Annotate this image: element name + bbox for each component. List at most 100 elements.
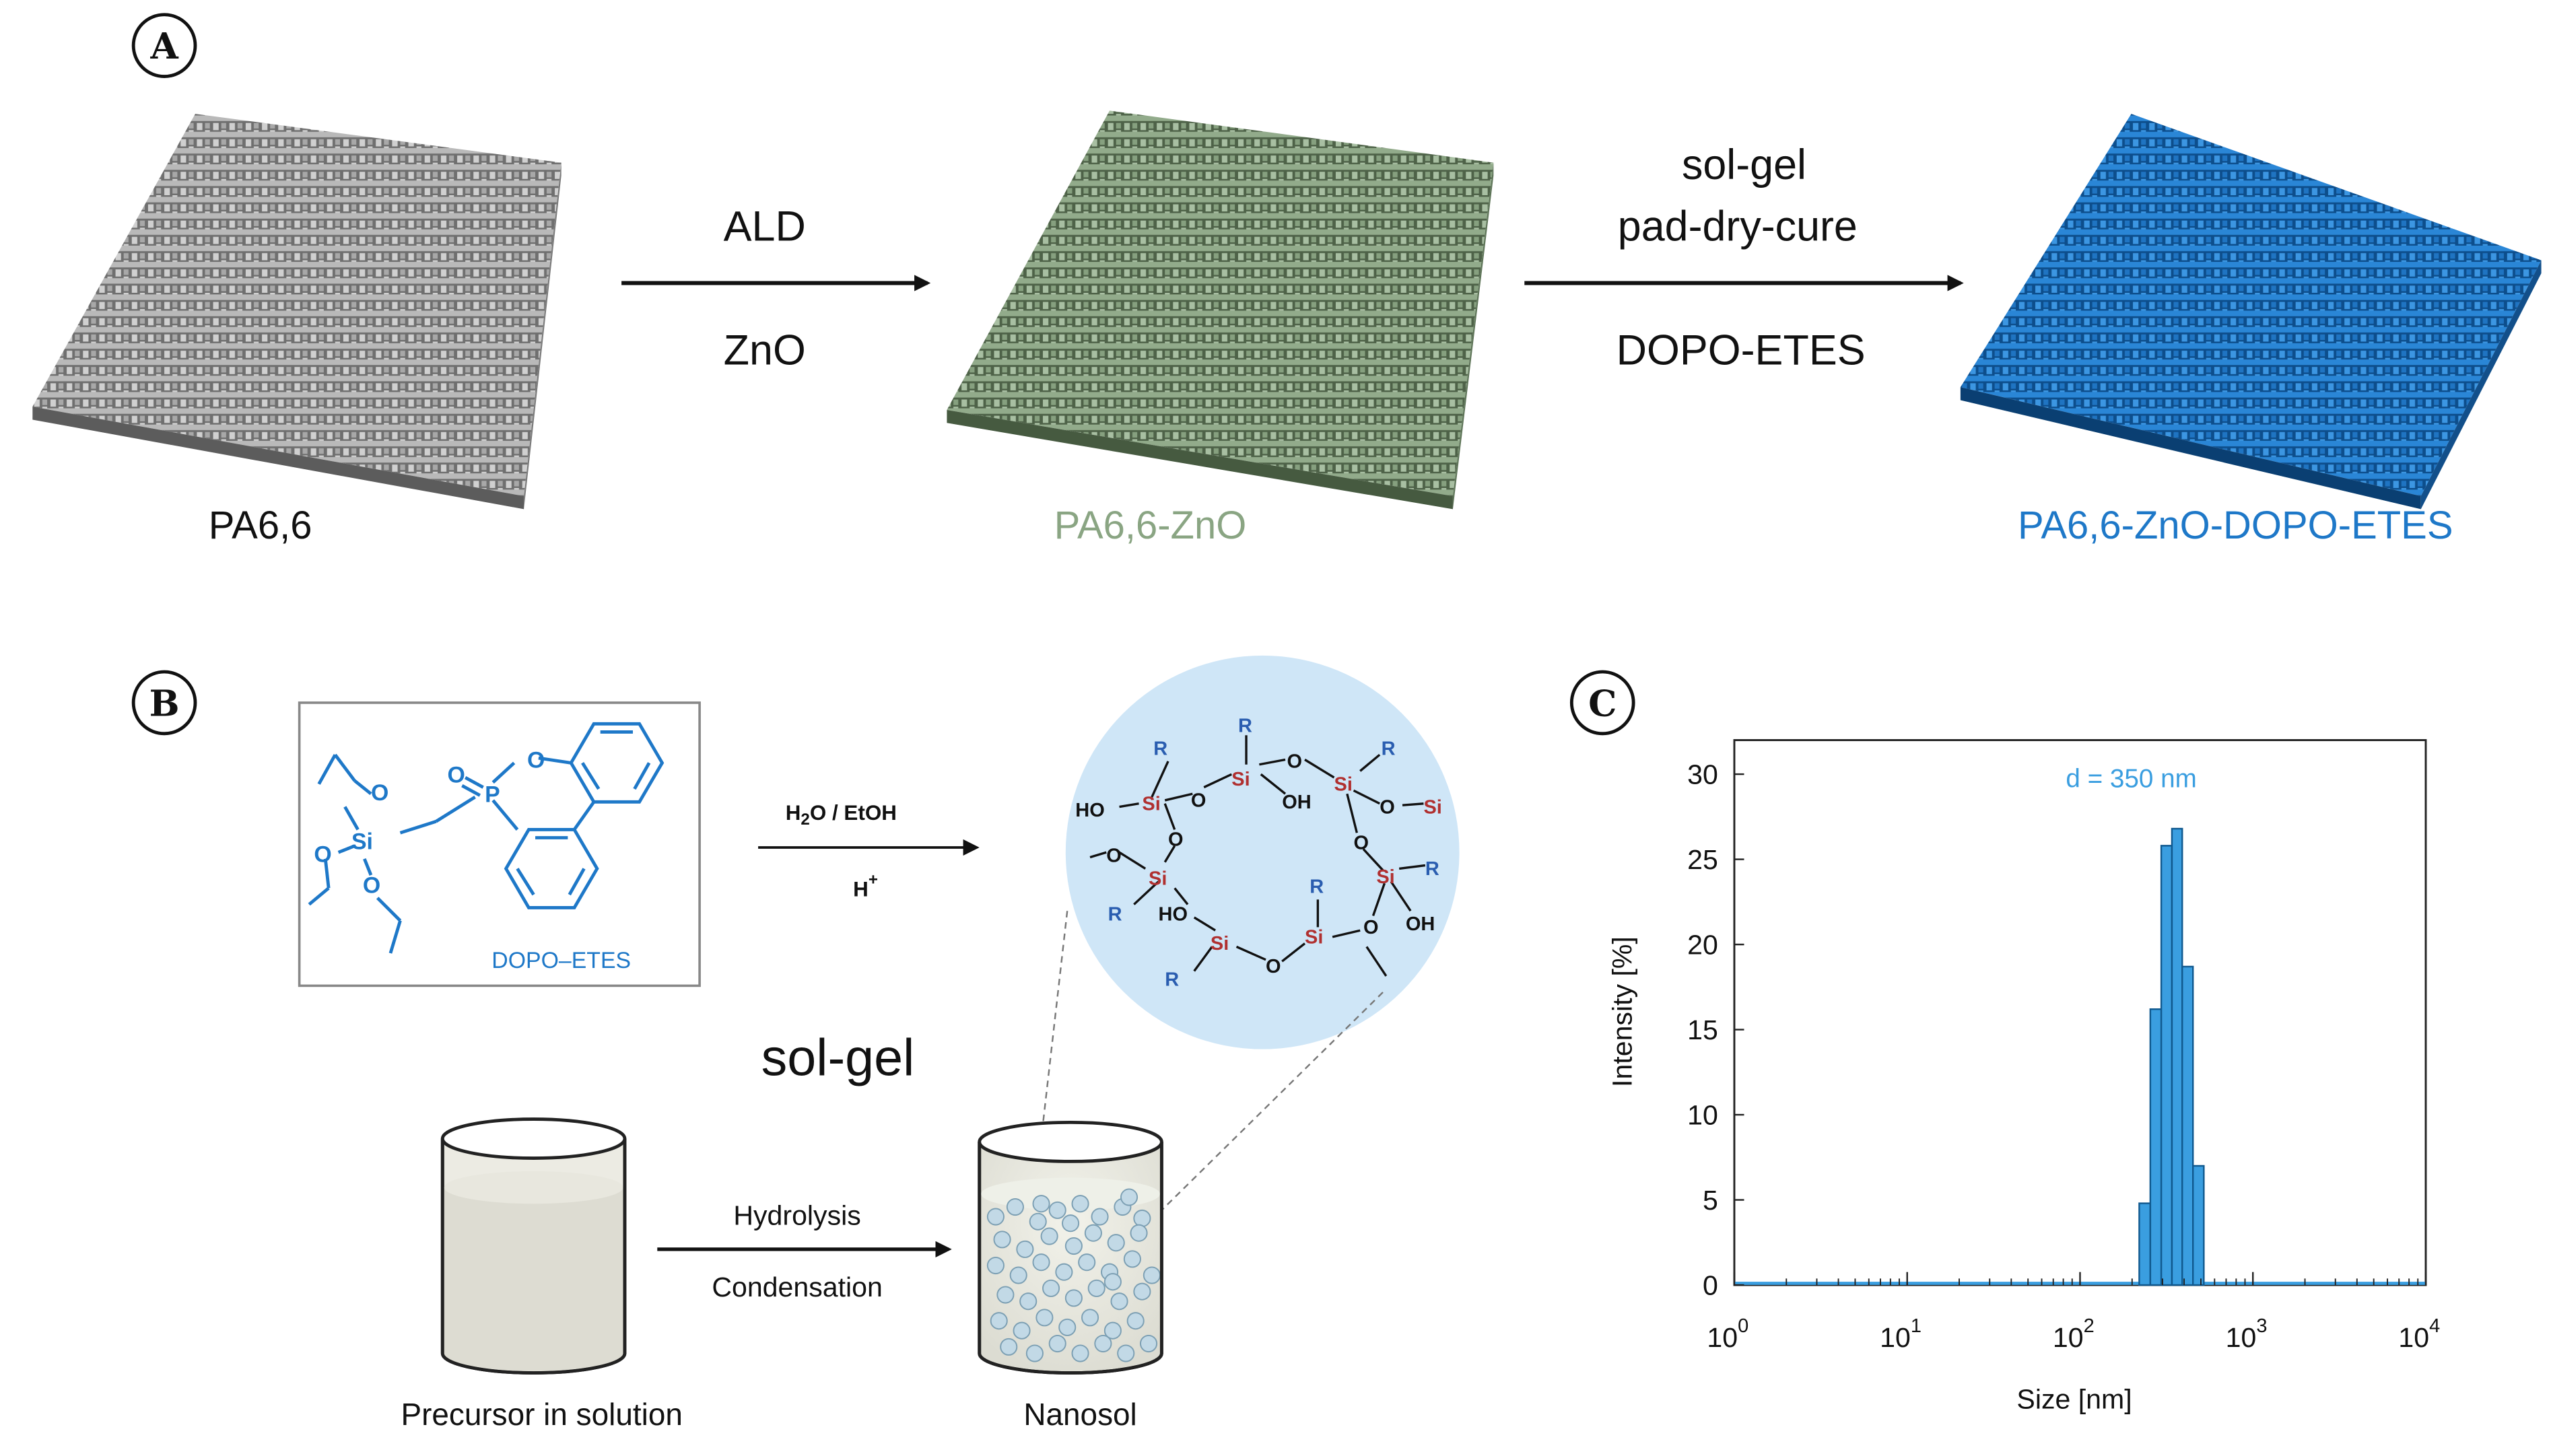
dopo-etes-structure (308, 722, 665, 954)
median-size-annotation: d = 350 nm (2066, 765, 2197, 794)
nanoparticle (1123, 1250, 1141, 1268)
nanoparticle (1000, 1338, 1018, 1356)
nanoparticle (1078, 1253, 1096, 1272)
nanoparticle (1032, 1195, 1050, 1213)
label-pa66-zno-dopo-etes: PA6,6-ZnO-DOPO-ETES (2018, 504, 2453, 547)
net-o-4: O (1168, 829, 1184, 851)
panel-b: B (131, 655, 1460, 1432)
x-axis-label: Size [nm] (2016, 1384, 2132, 1415)
siloxane-network-bonds (1089, 735, 1426, 977)
nanoparticles (986, 1188, 1161, 1362)
label-hydrolysis: Hydrolysis (733, 1200, 860, 1231)
nanoparticle (1103, 1321, 1122, 1340)
net-oh-1: OH (1282, 792, 1311, 813)
net-si-8: Si (1305, 927, 1323, 948)
label-precursor-in-solution: Precursor in solution (401, 1397, 682, 1432)
atom-p: P (485, 782, 500, 807)
nanoparticle (1087, 1279, 1106, 1297)
panel-a-badge (131, 13, 197, 78)
nanoparticle (1058, 1318, 1077, 1336)
nanoparticle (990, 1312, 1008, 1330)
nanoparticle (1120, 1188, 1138, 1206)
net-si-7: Si (1211, 933, 1229, 955)
beaker-precursor (440, 1117, 627, 1375)
net-oh-2: OH (1406, 913, 1435, 935)
nanoparticle (1091, 1208, 1109, 1226)
nanoparticle (1103, 1273, 1122, 1291)
histogram-bar (2181, 965, 2194, 1286)
nanoparticle (1107, 1234, 1125, 1252)
net-ho-2: HO (1159, 904, 1188, 926)
step-ald-label: ALD (724, 203, 806, 250)
net-o-7: O (1266, 956, 1281, 977)
panel-a-letter: A (149, 25, 178, 67)
y-axis-label: Intensity [%] (1607, 936, 1638, 1087)
nanoparticle (1139, 1334, 1158, 1353)
atom-o-double: O (448, 762, 465, 788)
x-tick-label: 102 (2053, 1315, 2095, 1353)
nanoparticle (1009, 1266, 1027, 1284)
sol-gel-title: sol-gel (761, 1029, 915, 1086)
nanoparticle (1064, 1237, 1083, 1255)
net-o-2: O (1287, 751, 1302, 773)
net-r-7: R (1165, 969, 1179, 990)
net-ho-1: HO (1075, 800, 1104, 821)
plot-frame (1733, 739, 2427, 1286)
nanoparticle (1064, 1289, 1083, 1307)
nanoparticle (1019, 1292, 1038, 1311)
net-o-6: O (1363, 917, 1379, 938)
y-tick-label: 20 (1687, 930, 1718, 961)
step-pad-dry-cure-label: pad-dry-cure (1618, 203, 1858, 250)
siloxane-network-atoms: Si Si Si Si Si Si Si Si O O O O O O O O … (1075, 715, 1442, 990)
histogram-bar (2171, 827, 2183, 1286)
nanoparticle (1133, 1209, 1151, 1228)
nanoparticle (1048, 1201, 1066, 1219)
net-si-6: Si (1376, 866, 1394, 888)
nanoparticle (1055, 1263, 1073, 1281)
net-r-6: R (1108, 904, 1122, 926)
condition-h-plus: H+ (853, 871, 878, 901)
net-o-8: O (1106, 845, 1122, 867)
molecule-box (298, 701, 701, 987)
nanoparticle (1084, 1224, 1102, 1242)
net-r-5: R (1309, 876, 1324, 898)
atom-o-3: O (363, 873, 380, 899)
fabric-pa66-zno-dopo (1960, 114, 2542, 510)
nanoparticle (996, 1286, 1015, 1304)
label-pa66: PA6,6 (209, 504, 312, 547)
nanoparticle (1071, 1195, 1089, 1213)
y-tick-label: 10 (1687, 1100, 1718, 1131)
nanoparticle (986, 1256, 1005, 1275)
nanoparticle (1016, 1240, 1034, 1258)
panel-c-letter: C (1588, 682, 1617, 724)
net-o-1: O (1191, 790, 1206, 812)
fabric-pa66-zno (947, 110, 1494, 510)
net-r-2: R (1238, 715, 1252, 736)
nanoparticle (1006, 1198, 1024, 1216)
nanoparticle (1143, 1266, 1161, 1284)
x-tick-label: 100 (1707, 1315, 1748, 1353)
nanoparticle (1071, 1344, 1089, 1362)
net-si-5: Si (1149, 868, 1167, 890)
nanoparticle (1040, 1227, 1058, 1245)
histogram-bar (2160, 845, 2173, 1286)
nanoparticle (1025, 1344, 1044, 1362)
nanoparticle (1130, 1224, 1148, 1242)
y-tick-label: 5 (1703, 1185, 1718, 1216)
panel-b-letter: B (149, 682, 180, 724)
net-r-1: R (1153, 738, 1167, 759)
zoom-line-right (1161, 992, 1384, 1211)
nanoparticle (1094, 1334, 1112, 1353)
step-dopo-etes-label: DOPO-ETES (1617, 326, 1866, 374)
y-tick-label: 15 (1687, 1014, 1718, 1045)
nanoparticle (1062, 1214, 1080, 1233)
x-tick-label: 103 (2226, 1315, 2268, 1353)
label-pa66-zno: PA6,6-ZnO (1054, 504, 1247, 547)
atom-si: Si (351, 829, 373, 854)
beaker-nanosol (978, 1120, 1163, 1375)
panel-c: C 0 5 10 15 20 25 30 100 101 102 103 104 d = 350 nm S… (1569, 670, 2440, 1415)
nanoparticle (1117, 1344, 1135, 1362)
panel-c-badge (1569, 670, 1635, 736)
y-tick-label: 25 (1687, 844, 1718, 875)
